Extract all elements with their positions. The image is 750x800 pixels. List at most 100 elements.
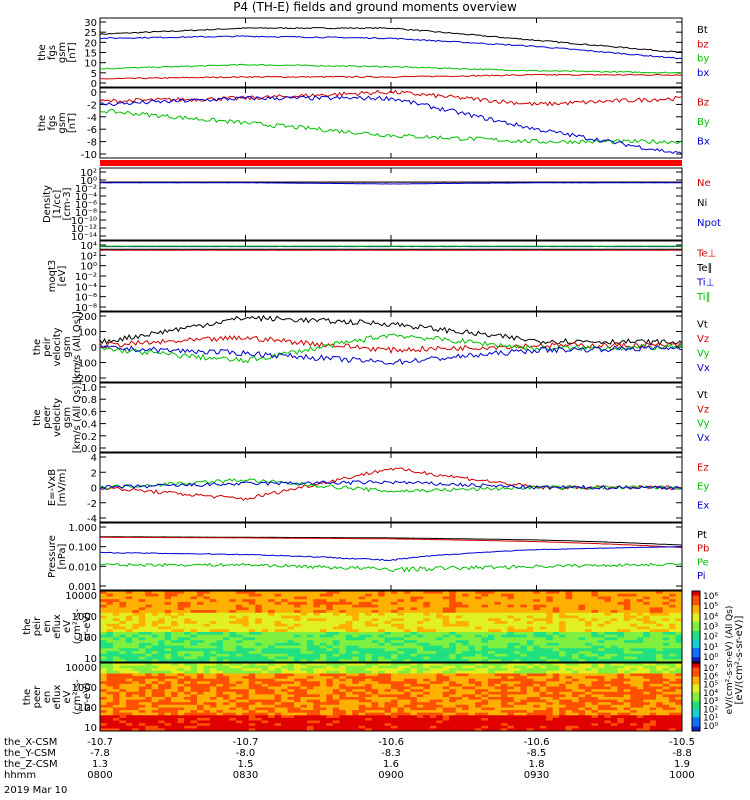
spectrogram-cell <box>184 691 192 695</box>
spectrogram-cell <box>125 723 133 727</box>
spectrogram-cell <box>617 707 625 711</box>
spectrogram-cell <box>565 621 573 625</box>
spectrogram-cell <box>526 704 534 708</box>
spectrogram-cell <box>119 715 127 719</box>
spectrogram-cell <box>294 715 301 719</box>
spectrogram-cell <box>229 673 237 677</box>
spectrogram-cell <box>222 676 230 680</box>
spectrogram-cell <box>300 626 308 630</box>
spectrogram-cell <box>145 599 153 603</box>
spectrogram-cell <box>294 599 301 603</box>
spectrogram-cell <box>416 676 424 680</box>
spectrogram-cell <box>345 702 353 706</box>
spectrogram-cell <box>151 591 159 595</box>
spectrogram-cell <box>145 607 153 611</box>
spectrogram-cell <box>209 651 217 655</box>
spectrogram-cell <box>287 626 295 630</box>
spectrogram-cell <box>597 610 605 614</box>
spectrogram-cell <box>287 612 295 616</box>
spectrogram-cell <box>274 715 282 719</box>
spectrogram-cell <box>332 626 340 630</box>
spectrogram-cell <box>559 610 567 614</box>
spectrogram-cell <box>520 656 528 660</box>
spectrogram-cell <box>222 663 230 667</box>
spectrogram-cell <box>520 640 528 644</box>
spectrogram-cell <box>326 691 334 695</box>
spectrogram-cell <box>158 596 166 600</box>
spectrogram-cell <box>423 702 431 706</box>
spectrogram-cell <box>203 694 211 698</box>
spectrogram-cell <box>455 676 463 680</box>
spectrogram-cell <box>552 651 560 655</box>
spectrogram-cell <box>591 591 599 595</box>
spectrogram-cell <box>300 599 308 603</box>
spectrogram-cell <box>423 725 431 729</box>
spectrogram-cell <box>546 653 554 657</box>
spectrogram-cell <box>216 702 224 706</box>
spectrogram-cell <box>222 618 230 622</box>
spectrogram-cell <box>416 618 424 622</box>
spectrogram-cell <box>597 663 605 667</box>
spectrogram-cell <box>507 637 515 641</box>
spectrogram-cell <box>255 618 263 622</box>
spectrogram-cell <box>481 715 489 719</box>
spectrogram-cell <box>546 668 554 672</box>
spectrogram-cell <box>125 689 133 693</box>
spectrogram-cell <box>604 642 612 647</box>
spectrogram-cell <box>371 717 379 721</box>
spectrogram-cell <box>326 704 334 708</box>
spectrogram-cell <box>410 720 418 724</box>
spectrogram-cell <box>675 659 683 663</box>
y-tick-label: 10⁻⁸ <box>75 208 97 219</box>
spectrogram-cell <box>429 645 437 649</box>
spectrogram-cell <box>203 686 211 690</box>
spectrogram-cell <box>539 645 547 649</box>
spectrogram-cell <box>462 699 470 703</box>
spectrogram-cell <box>610 653 618 657</box>
legend-entry: Vt <box>697 390 708 401</box>
spectrogram-cell <box>106 704 114 708</box>
spectrogram-cell <box>216 673 224 677</box>
spectrogram-cell <box>326 656 334 660</box>
spectrogram-frame <box>99 590 683 663</box>
spectrogram-cell <box>572 717 580 721</box>
spectrogram-cell <box>475 702 483 706</box>
spectrogram-cell <box>500 676 508 680</box>
spectrogram-cell <box>158 665 166 669</box>
spectrogram-cell <box>365 723 373 727</box>
spectrogram-cell <box>391 704 398 708</box>
spectrogram-cell <box>597 681 605 685</box>
spectrogram-cell <box>597 678 605 682</box>
spectrogram-cell <box>235 673 243 677</box>
spectrogram-cell <box>358 725 366 729</box>
spectrogram-cell <box>203 601 211 606</box>
spectrogram-cell <box>171 651 179 655</box>
spectrogram-cell <box>610 670 618 674</box>
spectrogram-cell <box>610 715 618 719</box>
spectrogram-cell <box>630 673 638 677</box>
spectrogram-cell <box>365 637 373 641</box>
y-axis-label: Pressure <box>47 535 58 578</box>
spectrogram-cell <box>617 710 625 714</box>
y-axis-label: E=-VxB <box>47 469 58 506</box>
spectrogram-cell <box>255 668 263 672</box>
spectrogram-cell <box>313 670 321 674</box>
spectrogram-cell <box>597 629 605 633</box>
spectrogram-cell <box>623 665 631 669</box>
spectrogram-cell <box>287 699 295 703</box>
spectrogram-cell <box>649 689 657 693</box>
spectrogram-cell <box>552 720 560 724</box>
spectrogram-cell <box>209 637 217 641</box>
spectrogram-cell <box>242 712 250 716</box>
spectrogram-cell <box>636 618 644 622</box>
spectrogram-cell <box>365 645 373 649</box>
spectrogram-cell <box>119 723 127 727</box>
spectrogram-cell <box>339 673 347 677</box>
spectrogram-cell <box>572 691 580 695</box>
spectrogram-cell <box>636 591 644 595</box>
spectrogram-cell <box>617 593 625 597</box>
spectrogram-cell <box>332 691 340 695</box>
spectrogram-cell <box>235 632 243 636</box>
spectrogram-cell <box>675 601 683 606</box>
spectrogram-cell <box>656 601 664 606</box>
